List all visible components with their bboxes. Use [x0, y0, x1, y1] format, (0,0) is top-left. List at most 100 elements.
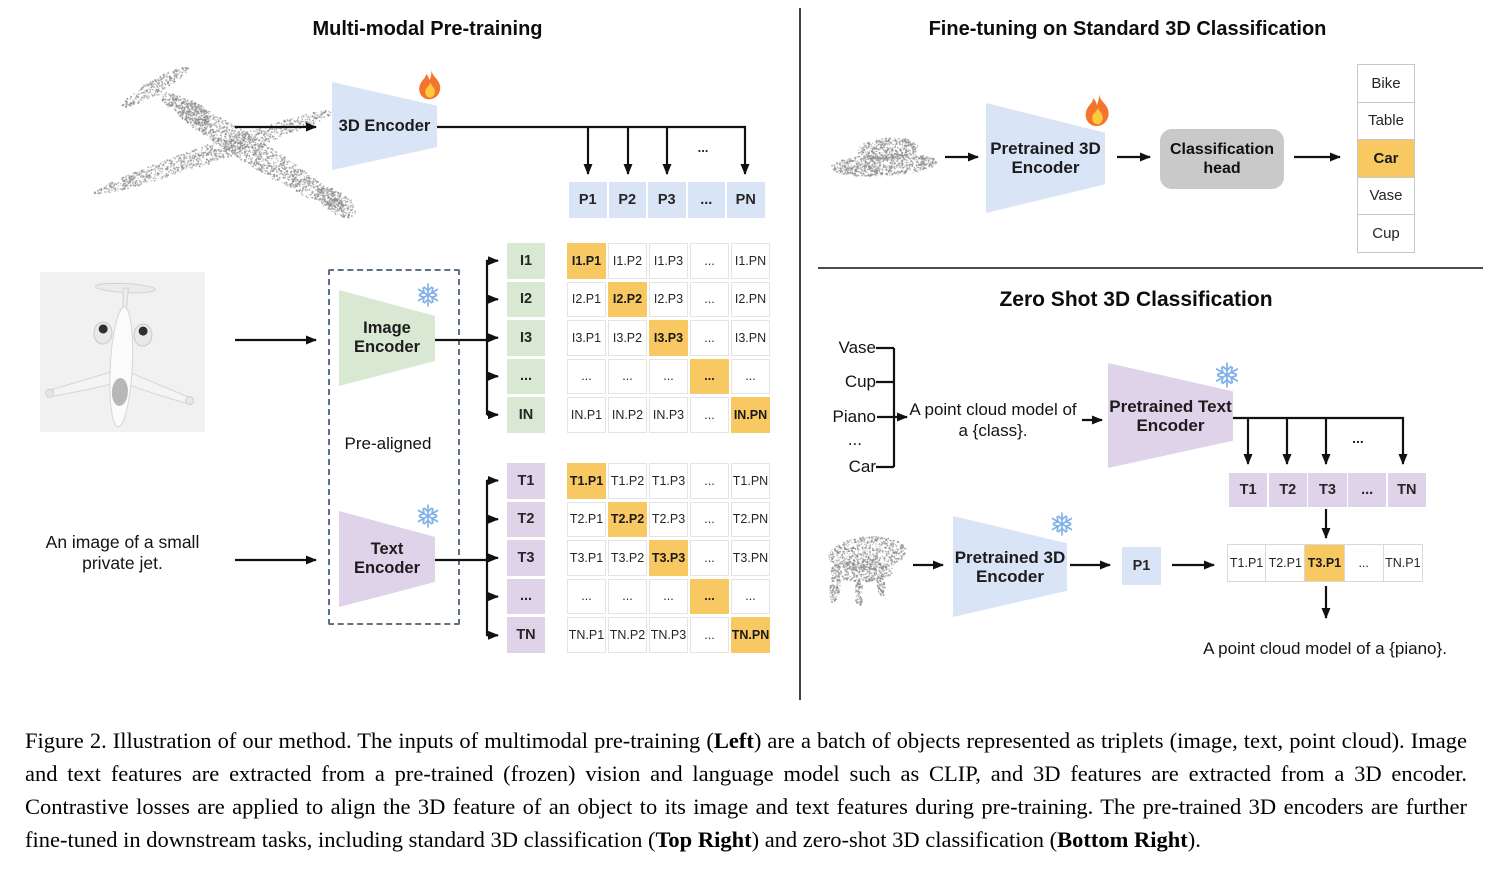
matrix-cell: ...	[690, 463, 729, 499]
matrix-cell: I3.PN	[731, 320, 770, 356]
snowflake-icon	[415, 503, 441, 529]
matrix-cell: I1.P3	[649, 243, 688, 279]
encoder-line1: Pretrained 3D	[990, 139, 1101, 158]
caption-text: ) are a batch of objects represented as …	[25, 728, 1467, 852]
matrix-cell: ...	[690, 358, 729, 394]
caption-bold: Top Right	[655, 827, 752, 852]
matrix-cell: T3.P3	[649, 540, 688, 576]
head-line2: head	[1203, 160, 1241, 177]
text-encoder-line2: Encoder	[1136, 415, 1205, 435]
matrix-cell: I3.P1	[567, 320, 606, 356]
caption-text: ) and zero-shot 3D classification (	[751, 827, 1058, 852]
cell: TN.P1	[1382, 544, 1423, 582]
text-point-similarity-matrix: T1.P1 T1.P2 T1.P3... T1.PN T2.P1 T2.P2 T2.P3..…	[567, 463, 770, 653]
airplane-image	[40, 272, 205, 432]
text-feature-labels: T1 T2 T3... TN	[507, 463, 545, 653]
cell: T2	[507, 501, 545, 537]
matrix-cell: T2.P1	[567, 501, 606, 537]
t-feature-row: T1 T2 T3... TN	[1229, 473, 1426, 507]
matrix-cell: T3.PN	[731, 540, 770, 576]
image-encoder-label: Image Encoder	[354, 319, 420, 357]
finetune-panel-title: Fine-tuning on Standard 3D Classificatio…	[928, 18, 1327, 40]
cell: Vase	[1357, 176, 1415, 215]
cell: T1	[507, 463, 545, 499]
matrix-cell: ...	[608, 578, 647, 614]
cell: T3	[507, 540, 545, 576]
caption-text: ).	[1187, 827, 1201, 852]
matrix-cell: ...	[690, 397, 729, 433]
matrix-cell: I2.P1	[567, 281, 606, 317]
snowflake-icon	[415, 282, 441, 308]
pretrained-3d-encoder-label: Pretrained 3D Encoder	[990, 139, 1101, 177]
caption-bold: Left	[713, 728, 754, 753]
zeroshot-result-text: A point cloud model of a {piano}.	[1203, 639, 1447, 658]
cell: P1	[569, 182, 607, 218]
cell: T3.P1	[1304, 544, 1345, 582]
cell: T2.P1	[1265, 544, 1306, 582]
matrix-cell: ...	[649, 578, 688, 614]
dots-above-p-row: ...	[697, 140, 709, 155]
matrix-cell: I2.P3	[649, 281, 688, 317]
matrix-cell: T2.PN	[731, 501, 770, 537]
cell: Car	[1357, 139, 1415, 178]
matrix-cell: I1.PN	[731, 243, 770, 279]
prompt-line2: a {class}.	[958, 421, 1028, 440]
matrix-cell: TN.P3	[649, 617, 688, 653]
cell: ...	[507, 578, 545, 614]
matrix-cell: ...	[731, 358, 770, 394]
matrix-cell: T2.P3	[649, 501, 688, 537]
caption-bold: Bottom Right	[1057, 827, 1188, 852]
cell: ...	[1348, 473, 1387, 507]
matrix-cell: IN.P3	[649, 397, 688, 433]
cell: P2	[608, 182, 646, 218]
flame-icon	[1080, 93, 1116, 129]
head-line1: Classification	[1169, 141, 1275, 158]
matrix-cell: T3.P1	[567, 540, 606, 576]
cell: Bike	[1357, 64, 1415, 103]
cell: PN	[727, 182, 765, 218]
left-panel-title: Multi-modal Pre-training	[312, 18, 543, 40]
prompt-line1: A point cloud model of	[909, 400, 1077, 419]
matrix-cell: ...	[608, 358, 647, 394]
cell: P3	[648, 182, 686, 218]
prompt-class-cup: Cup	[844, 372, 876, 391]
p1-feature-cell: P1	[1122, 547, 1161, 585]
matrix-cell: IN.PN	[731, 397, 770, 433]
cell: Cup	[1357, 214, 1415, 253]
matrix-cell: ...	[567, 578, 606, 614]
matrix-cell: T2.P2	[608, 501, 647, 537]
prompt-class-dots: ...	[847, 430, 862, 449]
matrix-cell: ...	[690, 281, 729, 317]
text-encoder-label: Text Encoder	[354, 540, 420, 578]
airplane-point-cloud	[93, 66, 356, 219]
matrix-cell: I1.P2	[608, 243, 647, 279]
cell: T1	[1229, 473, 1268, 507]
caption-text: Figure 2. Illustration of our method. Th…	[25, 728, 714, 753]
cell: T3	[1308, 473, 1347, 507]
snowflake-icon	[1049, 511, 1075, 537]
classification-head-block: Classification head	[1160, 129, 1284, 189]
matrix-cell: ...	[649, 358, 688, 394]
matrix-cell: I3.P2	[608, 320, 647, 356]
text-encoder-block: Text Encoder	[339, 511, 435, 607]
matrix-cell: I3.P3	[649, 320, 688, 356]
cell: ...	[687, 182, 725, 218]
car-point-cloud	[830, 137, 938, 178]
matrix-cell: T1.PN	[731, 463, 770, 499]
image-text-caption: An image of a small private jet.	[30, 532, 215, 574]
cell: I2	[507, 281, 545, 317]
prompt-class-car: Car	[848, 457, 876, 476]
matrix-cell: TN.PN	[731, 617, 770, 653]
piano-point-cloud	[827, 535, 907, 606]
pre-aligned-box	[328, 269, 460, 625]
matrix-cell: TN.P2	[608, 617, 647, 653]
classification-head-label: Classification head	[1170, 140, 1274, 178]
matrix-cell: ...	[690, 578, 729, 614]
image-caption-line2: private jet.	[82, 553, 163, 573]
image-feature-labels: I1 I2 I3... IN	[507, 243, 545, 433]
text-encoder-line1: Pretrained Text	[1109, 396, 1232, 416]
matrix-cell: I2.PN	[731, 281, 770, 317]
matrix-cell: T1.P1	[567, 463, 606, 499]
snowflake-icon	[1213, 361, 1241, 389]
